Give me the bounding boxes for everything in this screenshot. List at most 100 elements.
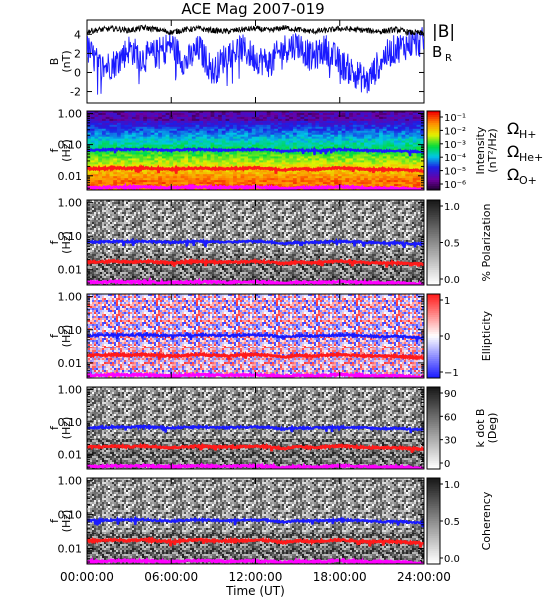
spectrogram-cell: [154, 136, 159, 140]
spectrogram-cell: [109, 156, 114, 159]
spectrogram-cell: [191, 172, 196, 175]
spectrogram-cell: [173, 180, 178, 183]
spectrogram-cell: [311, 162, 316, 165]
spectrogram-cell: [334, 150, 339, 153]
spectrogram-cell: [281, 184, 286, 187]
spectrogram-cell: [221, 154, 226, 157]
spectrogram-cell: [364, 136, 369, 140]
spectrogram-cell: [218, 111, 223, 114]
spectrogram-cell: [124, 138, 129, 142]
spectrogram-cell: [154, 146, 159, 149]
spectrogram-cell: [405, 182, 410, 185]
spectrogram-cell: [195, 136, 200, 140]
spectrogram-cell: [214, 136, 219, 140]
colorbar-step: [427, 516, 440, 520]
spectrogram-cell: [270, 170, 275, 173]
spectrogram-cell: [334, 124, 339, 128]
spectrogram-cell: [87, 120, 92, 124]
spectrogram-cell: [109, 172, 114, 175]
spectrogram-cell: [382, 122, 387, 126]
spectrogram-cell: [94, 114, 99, 118]
spectrogram-cell: [397, 164, 402, 167]
spectrogram-cell: [203, 180, 208, 183]
spectrogram-cell: [300, 120, 305, 124]
spectrogram-cell: [90, 140, 95, 144]
spectrogram-cell: [244, 140, 249, 144]
colorbar-step: [427, 448, 440, 451]
spectrogram-cell: [120, 132, 125, 136]
spectrogram-cell: [274, 114, 279, 118]
spectrogram-cell: [240, 142, 245, 145]
spectrogram-cell: [292, 146, 298, 149]
spectrogram-cell: [248, 168, 253, 171]
spectrogram-cell: [240, 170, 245, 173]
colorbar-tick-label: 1.0: [444, 480, 460, 491]
spectrogram-cell: [109, 122, 114, 126]
spectrogram-cell: [169, 152, 174, 155]
spectrogram-cell: [218, 128, 223, 132]
spectrogram-cell: [184, 146, 189, 149]
spectrogram-cell: [191, 180, 196, 183]
spectrogram-cell: [109, 160, 114, 163]
spectrogram-cell: [229, 172, 234, 175]
spectrogram-cell: [379, 112, 384, 116]
spectrogram-cell: [390, 172, 395, 175]
spectrogram-cell: [375, 114, 380, 118]
spectrogram-cell: [345, 146, 350, 149]
spectrogram-cell: [158, 144, 163, 147]
spectrogram-cell: [307, 114, 313, 118]
spectrogram-cell: [90, 162, 95, 165]
spectrogram-cell: [379, 128, 384, 132]
colorbar-step: [427, 300, 440, 303]
spectrogram-cell: [87, 130, 92, 134]
spectrogram-cell: [210, 174, 215, 177]
spectrogram-cell: [270, 154, 275, 157]
spectrogram-cell: [139, 184, 144, 187]
spectrogram-cell: [236, 134, 241, 138]
spectrogram-cell: [307, 112, 313, 116]
spectrogram-cell: [218, 144, 223, 147]
spectrogram-cell: [206, 122, 211, 126]
spectrogram-cell: [405, 176, 410, 179]
spectrogram-cell: [240, 114, 245, 118]
spectrogram-cell: [270, 138, 275, 142]
spectrogram-cell: [101, 144, 107, 147]
spectrogram-cell: [90, 114, 95, 118]
spectrogram-cell: [236, 146, 241, 149]
spectrogram-cell: [251, 111, 256, 114]
spectrogram-cell: [379, 140, 384, 144]
spectrogram-cell: [397, 122, 402, 126]
ytick-label: 0.10: [58, 324, 83, 337]
spectrogram-cell: [101, 114, 107, 118]
spectrogram-cell: [113, 168, 118, 171]
spectrogram-cell: [337, 118, 343, 122]
spectrogram-cell: [274, 164, 279, 167]
xtick-label: 06:00:00: [144, 570, 198, 584]
spectrogram-cell: [266, 146, 271, 149]
spectrogram-cell: [352, 158, 357, 161]
spectrogram-cell: [255, 136, 260, 140]
spectrogram-cell: [236, 118, 241, 122]
spectrogram-cell: [352, 144, 357, 147]
spectrogram-cell: [382, 126, 387, 130]
spectrogram-cell: [364, 174, 369, 177]
spectrogram-cell: [341, 120, 346, 124]
spectrogram-cell: [161, 172, 167, 175]
spectrogram-cell: [255, 160, 260, 163]
spectrogram-cell: [390, 176, 395, 179]
spectrogram-cell: [98, 142, 103, 145]
spectrogram-cell: [386, 178, 391, 181]
spectrogram-cell: [300, 188, 305, 190]
spectrogram-cell: [169, 176, 174, 179]
spectrogram-cell: [330, 134, 335, 138]
spectrogram-cell: [281, 156, 286, 159]
spectrogram-cell: [94, 130, 99, 134]
spectrogram-cell: [285, 134, 290, 138]
spectrogram-cell: [109, 114, 114, 118]
colorbar-step: [427, 282, 440, 286]
spectrogram-cell: [113, 118, 118, 122]
spectrogram-cell: [356, 136, 361, 140]
colorbar-step: [427, 375, 440, 379]
spectrogram-cell: [262, 146, 268, 149]
spectrogram-cell: [416, 146, 421, 149]
